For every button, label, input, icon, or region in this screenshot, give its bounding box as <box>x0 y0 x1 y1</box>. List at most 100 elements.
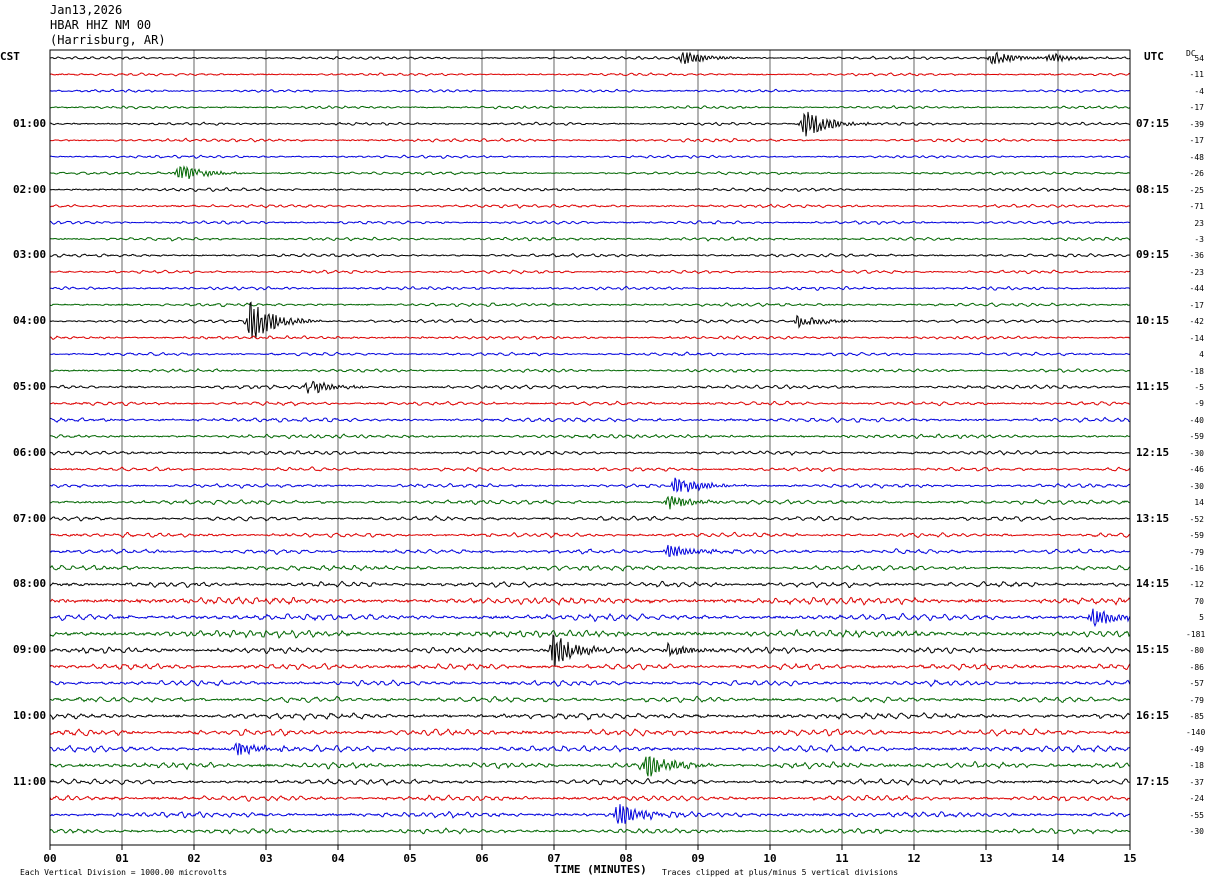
dc-offset-label: -140 <box>1186 728 1206 738</box>
trace-line <box>49 433 1131 440</box>
dc-offset-label: -79 <box>1189 547 1204 557</box>
trace-line <box>49 269 1131 275</box>
trace-line <box>49 335 1131 341</box>
dc-offset-label: -30 <box>1189 481 1204 491</box>
trace-line <box>49 466 1131 473</box>
dc-offset-label: 4 <box>1199 350 1204 360</box>
trace-line <box>49 634 1131 667</box>
trace-line <box>49 400 1131 407</box>
x-tick-label: 12 <box>907 852 920 865</box>
dc-offset-label: -12 <box>1189 580 1204 590</box>
x-tick-label: 03 <box>259 852 272 865</box>
right-hour-label: 13:15 <box>1136 511 1170 525</box>
dc-offset-label: -85 <box>1189 712 1204 721</box>
dc-offset-label: -30 <box>1189 448 1204 458</box>
dc-offset-label: -79 <box>1189 695 1204 705</box>
dc-offset-label: 14 <box>1194 498 1204 508</box>
trace-line <box>49 777 1130 786</box>
right-zone-label: UTC <box>1144 50 1164 63</box>
left-zone-label: CST <box>0 50 20 63</box>
station-label: HBAR HHZ NM 00 <box>50 18 152 32</box>
date-label: Jan13,2026 <box>50 3 123 17</box>
dc-offset-label: -57 <box>1189 679 1204 689</box>
dc-offset-label: -4 <box>1194 86 1204 96</box>
trace-line <box>49 628 1131 639</box>
dc-offset-label: -17 <box>1189 300 1204 310</box>
right-hour-label: 08:15 <box>1136 182 1170 196</box>
left-hour-label: 11:00 <box>13 774 47 788</box>
dc-offset-label: -24 <box>1189 794 1204 804</box>
dc-offset-label: -49 <box>1189 744 1204 754</box>
x-tick-label: 01 <box>115 852 129 865</box>
x-tick-label: 09 <box>691 852 704 865</box>
left-hour-label: 09:00 <box>13 643 47 657</box>
trace-line <box>49 756 1131 777</box>
left-hour-label: 06:00 <box>13 445 47 459</box>
plot-frame <box>49 49 1131 846</box>
trace-line <box>49 580 1131 589</box>
trace-line <box>49 219 1131 225</box>
right-hour-label: 11:15 <box>1136 380 1170 393</box>
trace-line <box>49 203 1131 209</box>
dc-offset-label: -18 <box>1189 366 1204 376</box>
right-hour-label: 17:15 <box>1136 774 1170 788</box>
trace-line <box>49 564 1131 572</box>
dc-offset-label: -40 <box>1189 415 1204 425</box>
dc-offset-label: 70 <box>1194 596 1204 606</box>
x-tick-label: 06 <box>475 852 489 865</box>
x-tick-label: 00 <box>43 852 56 865</box>
grid <box>49 50 1131 845</box>
left-hour-label: 08:00 <box>13 577 47 591</box>
left-hour-label: 03:00 <box>13 248 47 262</box>
dc-offset-label: -55 <box>1189 810 1204 820</box>
dc-offset-label: -44 <box>1189 284 1204 294</box>
left-hour-label: 01:00 <box>13 116 47 130</box>
dc-offset-label: -11 <box>1189 70 1204 80</box>
dc-offset-label: -59 <box>1189 432 1204 442</box>
dc-offset-label: -25 <box>1189 185 1204 195</box>
x-tick-label: 15 <box>1123 852 1136 865</box>
dc-offset-label: -3 <box>1194 234 1204 244</box>
trace-line <box>49 187 1131 192</box>
left-hour-label: 04:00 <box>13 314 47 328</box>
trace-line <box>49 72 1131 77</box>
dc-offset-label: -17 <box>1189 103 1204 113</box>
x-tick-label: 07 <box>547 852 560 865</box>
trace-group <box>49 51 1131 835</box>
dc-offset-label: -80 <box>1189 646 1204 656</box>
x-tick-label: 02 <box>187 852 200 865</box>
right-hour-label: 09:15 <box>1136 248 1170 262</box>
trace-line <box>50 367 1131 373</box>
trace-line <box>50 695 1131 704</box>
dc-offset-label: -71 <box>1189 202 1204 212</box>
dc-offset-label: -39 <box>1189 119 1204 129</box>
scale-note: Each Vertical Division = 1000.00 microvo… <box>20 868 228 877</box>
x-axis-title: TIME (MINUTES) <box>554 863 647 876</box>
trace-line <box>49 515 1131 522</box>
trace-line <box>49 416 1131 423</box>
trace-line <box>49 596 1131 606</box>
trace-line <box>49 302 1131 308</box>
trace-line <box>49 794 1131 802</box>
trace-line <box>49 531 1131 539</box>
right-hour-label: 14:15 <box>1136 577 1170 591</box>
dc-offset-label: -36 <box>1189 251 1204 261</box>
dc-offset-label: 5 <box>1199 613 1204 623</box>
dc-offset-label: -16 <box>1189 563 1204 573</box>
dc-offset-label: -14 <box>1189 333 1204 343</box>
dc-offset-label: -9 <box>1194 399 1204 409</box>
x-tick-label: 10 <box>763 852 776 865</box>
trace-line <box>50 111 1131 137</box>
trace-line <box>49 165 1130 180</box>
left-hour-label: 02:00 <box>13 182 47 196</box>
dc-offset-label: -48 <box>1189 152 1204 162</box>
x-tick-label: 14 <box>1051 852 1065 865</box>
dc-offset-label: -23 <box>1189 267 1204 277</box>
dc-header: DC <box>1186 49 1196 58</box>
trace-line <box>49 449 1130 456</box>
dc-offset-label: -30 <box>1189 827 1204 837</box>
x-tick-label: 04 <box>331 852 345 865</box>
clip-note: Traces clipped at plus/minus 5 vertical … <box>662 868 899 877</box>
dc-offset-label: -86 <box>1189 662 1204 672</box>
